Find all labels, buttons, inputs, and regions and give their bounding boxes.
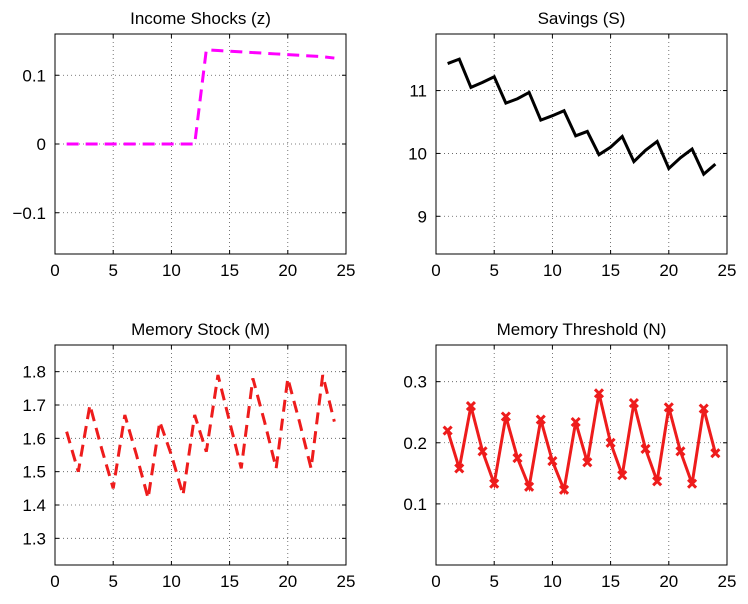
y-tick-label: 0.2 [403,434,427,453]
data-point-marker [512,452,523,464]
y-tick-label: 1.6 [22,429,46,448]
series-line [446,392,717,496]
data-point-marker [687,478,698,489]
y-tick-label: 0.1 [22,66,46,85]
data-point-marker [558,484,570,495]
x-tick-label: 25 [337,572,356,591]
x-tick-label: 10 [543,261,562,280]
x-tick-label: 0 [50,572,59,591]
y-tick-label: −0.1 [12,204,46,223]
data-point-marker [605,437,616,448]
x-tick-label: 10 [543,572,562,591]
x-tick-label: 20 [659,572,678,591]
data-point-marker [640,443,651,454]
data-point-marker [454,463,465,474]
data-point-marker [570,416,581,428]
series-line [65,374,336,499]
x-tick-label: 0 [50,261,59,280]
data-point-marker [710,448,721,459]
y-tick-label: 9 [418,207,427,226]
chart-panel-savings: 0 5 10 15 20 25 9 10 11 Savings (S) [408,9,736,280]
x-tick-label: 25 [337,261,356,280]
chart-title: Income Shocks (z) [130,9,271,28]
x-tick-label: 10 [162,261,181,280]
plot-area [55,34,346,254]
data-point-marker [535,414,546,425]
data-point-marker [547,456,558,467]
y-tick-label: 1.4 [22,496,46,515]
data-point-marker [524,481,535,492]
chart-title: Memory Stock (M) [131,320,270,339]
plot-area [55,345,346,565]
x-tick-label: 0 [431,261,440,280]
x-tick-label: 15 [601,261,620,280]
y-tick-label: 10 [408,144,427,163]
x-tick-label: 20 [278,572,297,591]
axes-frame [435,344,728,566]
data-point-marker [663,402,674,413]
series-line [66,48,335,146]
x-tick-label: 5 [108,261,117,280]
chart-panel-income-shocks: 0 5 10 15 20 25 −0.1 0 0.1 Income Shocks (z) [12,9,355,280]
chart-panel-memory-threshold: 0 5 10 15 20 25 0.1 0.2 0.3 Memory Threshold (N) [403,320,736,591]
data-point-marker [442,425,453,436]
data-point-marker [698,403,709,414]
data-point-marker [489,478,500,489]
y-tick-label: 1.8 [22,363,46,382]
x-tick-label: 5 [108,572,117,591]
data-point-marker [465,401,476,412]
x-tick-label: 0 [431,572,440,591]
data-point-marker [617,470,628,481]
x-tick-label: 25 [718,572,737,591]
y-tick-label: 1.3 [22,529,46,548]
x-tick-label: 15 [220,572,239,591]
data-point-marker [593,388,605,399]
x-tick-label: 15 [220,261,239,280]
series-line [447,57,717,177]
y-tick-label: 11 [409,82,427,101]
y-tick-label: 0.1 [403,495,427,514]
data-point-marker [477,446,488,457]
y-tick-label: 1.5 [22,463,46,482]
x-tick-label: 5 [489,261,498,280]
data-point-marker [582,457,593,468]
chart-title: Savings (S) [538,9,626,28]
chart-title: Memory Threshold (N) [497,320,667,339]
axes-frame [54,344,347,566]
plot-area [436,34,727,254]
x-tick-label: 25 [718,261,737,280]
x-tick-label: 20 [278,261,297,280]
chart-panel-memory-stock: 0 5 10 15 20 25 1.3 1.4 1.5 1.6 1.7 1.8 Memory Stock… [22,320,355,591]
y-tick-label: 0 [37,135,46,154]
axes-frame [435,33,728,255]
data-point-marker [675,446,686,457]
y-tick-label: 0.3 [403,373,427,392]
x-tick-label: 10 [162,572,181,591]
x-tick-label: 5 [489,572,498,591]
x-tick-label: 15 [601,572,620,591]
data-point-marker [628,397,639,409]
data-point-marker [500,411,511,422]
y-tick-label: 1.7 [22,396,46,415]
x-tick-label: 20 [659,261,678,280]
data-point-marker [652,476,663,487]
